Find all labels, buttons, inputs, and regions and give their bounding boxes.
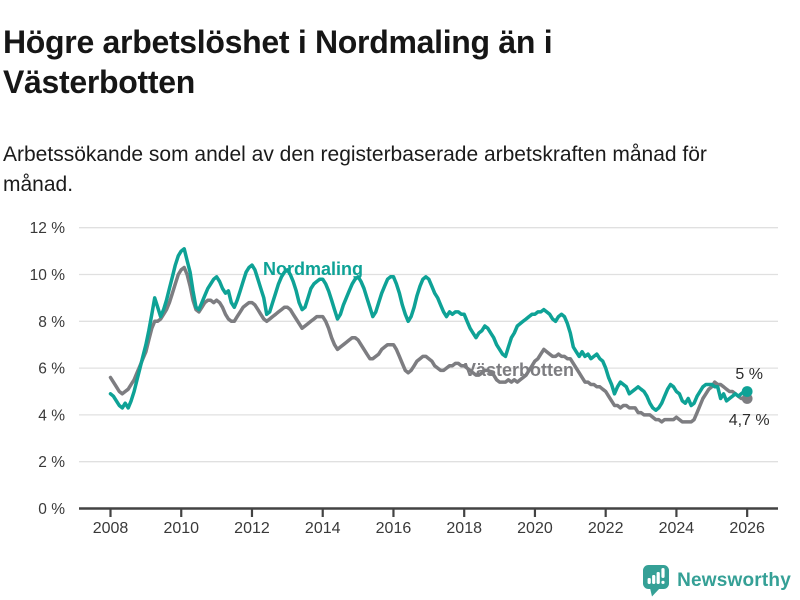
series-label: Västerbotten	[464, 360, 574, 380]
x-tick-label: 2016	[376, 520, 412, 537]
series-nordmaling	[108, 247, 749, 412]
end-value-label: 5 %	[735, 366, 763, 383]
series-västerbotten	[108, 265, 749, 424]
x-tick-label: 2022	[588, 520, 624, 537]
x-tick-label: 2020	[517, 520, 553, 537]
chart-title: Högre arbetslöshet i Nordmaling än i Väs…	[3, 24, 553, 101]
series-line	[108, 247, 749, 412]
chart-subtitle: Arbetssökande som andel av den registerb…	[3, 143, 707, 196]
y-tick-label: 0 %	[38, 501, 65, 518]
x-tick-label: 2026	[729, 520, 765, 537]
series-label: Nordmaling	[263, 259, 363, 279]
x-tick-label: 2024	[659, 520, 695, 537]
newsworthy-wordmark: Newsworthy	[677, 570, 791, 591]
newsworthy-bar-chart-bubble-icon	[643, 565, 670, 597]
gridlines	[79, 227, 778, 463]
series-line	[108, 265, 749, 424]
y-tick-label: 4 %	[38, 407, 65, 424]
y-axis-labels: 0 % 2 % 4 % 6 % 8 % 10 % 12 %	[30, 220, 66, 518]
y-tick-label: 12 %	[30, 220, 66, 237]
x-tick-label: 2012	[234, 520, 270, 537]
x-tick-label: 2018	[446, 520, 482, 537]
end-value-label: 4,7 %	[729, 412, 770, 429]
x-tick-label: 2014	[305, 520, 341, 537]
y-tick-label: 10 %	[30, 267, 66, 284]
x-axis: 2008 2010 2012 2014 2016 2018 2020 2022 2024 2026	[79, 507, 778, 537]
newsworthy-logo: Newsworthy	[643, 565, 791, 597]
y-tick-label: 2 %	[38, 454, 65, 471]
series-end-dot	[741, 386, 753, 397]
x-tick-label: 2008	[93, 520, 129, 537]
y-tick-label: 6 %	[38, 361, 65, 378]
y-tick-label: 8 %	[38, 314, 65, 331]
x-tick-label: 2010	[163, 520, 199, 537]
